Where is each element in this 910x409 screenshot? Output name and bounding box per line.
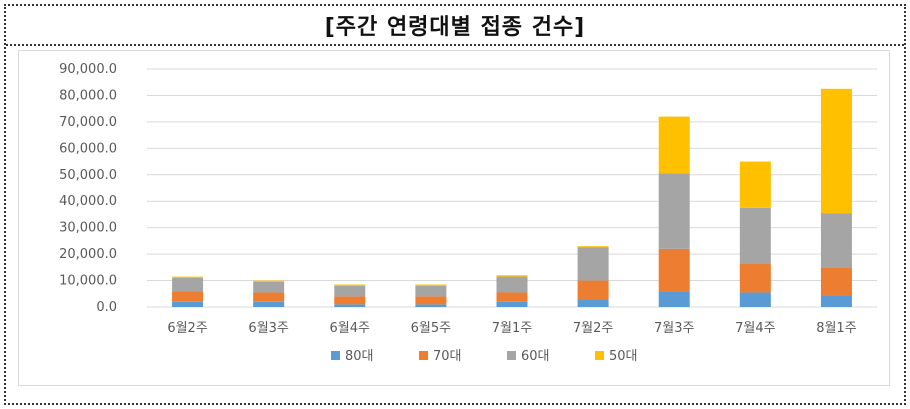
y-tick-label: 90,000.0: [59, 62, 117, 77]
bar-segment: [415, 296, 447, 305]
legend-swatch: [419, 351, 428, 360]
chart-frame: [주간 연령대별 접종 건수] 0.0 10,000.0 20,000.0 30,00…: [4, 4, 906, 405]
legend-swatch: [507, 351, 516, 360]
x-tick-label: 6월2주: [167, 321, 208, 336]
title-bar: [주간 연령대별 접종 건수]: [6, 6, 904, 46]
stacked-bar-chart: 0.0 10,000.0 20,000.0 30,000.0 40,000.0 50,00…: [59, 62, 877, 364]
bar-segment: [577, 299, 609, 307]
bar-segment: [334, 285, 366, 297]
bar-segment: [496, 275, 528, 277]
y-tick-label: 40,000.0: [59, 194, 117, 209]
bar-segment: [739, 207, 771, 264]
y-tick-label: 80,000.0: [59, 88, 117, 103]
bar-segment: [172, 276, 204, 278]
bar-segment: [172, 277, 204, 292]
x-tick-label: 6월4주: [330, 321, 371, 336]
bar-segment: [577, 246, 609, 248]
x-tick-label: 8월1주: [816, 321, 857, 336]
y-tick-label: 30,000.0: [59, 221, 117, 236]
bar-segment: [820, 295, 852, 307]
bar-segment: [415, 284, 447, 286]
bar-segment: [658, 116, 690, 174]
bar-segment: [658, 248, 690, 292]
bar-segment: [172, 291, 204, 302]
x-tick-label: 7월4주: [735, 321, 776, 336]
bar-segment: [820, 267, 852, 296]
bar-segment: [253, 281, 285, 293]
bar-segment: [496, 292, 528, 302]
y-tick-label: 60,000.0: [59, 141, 117, 156]
bar-segment: [658, 291, 690, 307]
bar-segment: [820, 213, 852, 268]
bar-segment: [577, 280, 609, 300]
chart-area: 0.0 10,000.0 20,000.0 30,000.0 40,000.0 50,00…: [18, 50, 890, 386]
x-tick-label: 7월3주: [654, 321, 695, 336]
bar-segment: [577, 247, 609, 281]
x-tick-label: 6월3주: [248, 321, 289, 336]
legend-swatch: [595, 351, 604, 360]
legend-label: 60대: [521, 349, 550, 364]
bar-segment: [334, 296, 366, 305]
y-tick-label: 0.0: [96, 300, 117, 315]
bar-segment: [334, 304, 366, 307]
bar-segment: [415, 285, 447, 297]
bar-segment: [820, 88, 852, 214]
bar-segment: [739, 292, 771, 307]
legend-label: 50대: [609, 349, 638, 364]
y-tick-label: 20,000.0: [59, 247, 117, 262]
legend-swatch: [331, 351, 340, 360]
x-tick-label: 7월1주: [492, 321, 533, 336]
y-tick-label: 10,000.0: [59, 274, 117, 289]
legend-label: 80대: [345, 349, 374, 364]
bar-segment: [334, 284, 366, 286]
bar-segment: [739, 161, 771, 208]
bar-segment: [253, 280, 285, 282]
bar-segment: [253, 301, 285, 307]
legend-label: 70대: [433, 349, 462, 364]
bar-segment: [172, 301, 204, 307]
bar-segment: [496, 276, 528, 293]
x-tick-label: 6월5주: [411, 321, 452, 336]
bar-segment: [496, 301, 528, 307]
chart-title: [주간 연령대별 접종 건수]: [324, 15, 586, 40]
bar-segment: [253, 292, 285, 302]
y-tick-label: 50,000.0: [59, 168, 117, 183]
bar-segment: [658, 173, 690, 249]
bar-segment: [739, 263, 771, 293]
y-tick-label: 70,000.0: [59, 115, 117, 130]
bar-segment: [415, 304, 447, 307]
x-tick-label: 7월2주: [573, 321, 614, 336]
